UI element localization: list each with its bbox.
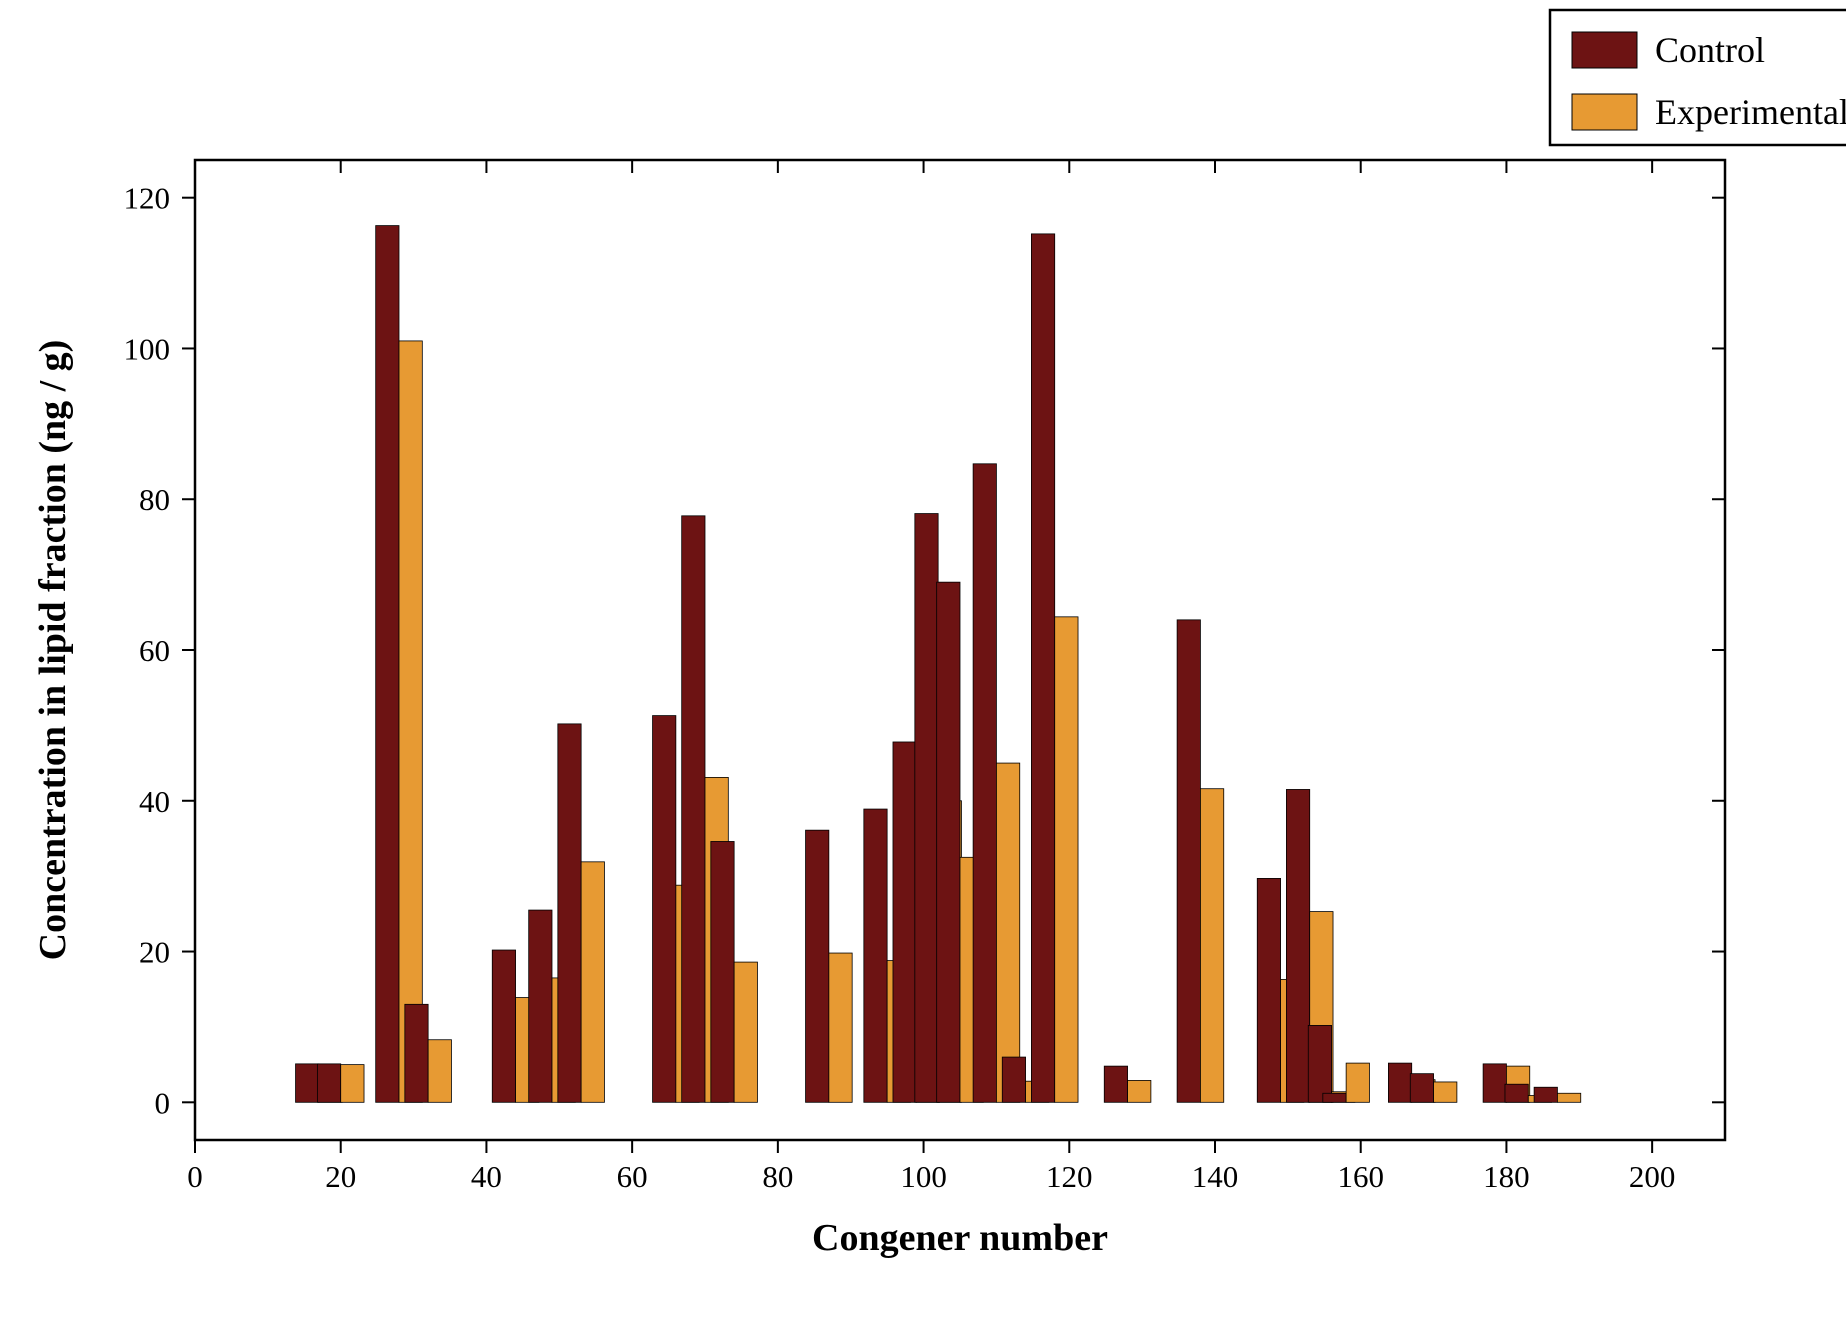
svg-text:20: 20	[325, 1159, 356, 1194]
svg-text:200: 200	[1629, 1159, 1676, 1194]
svg-text:180: 180	[1483, 1159, 1530, 1194]
svg-text:80: 80	[762, 1159, 793, 1194]
svg-text:0: 0	[155, 1085, 171, 1120]
svg-text:Experimental: Experimental	[1655, 92, 1846, 132]
svg-text:40: 40	[139, 784, 170, 819]
chart-svg-wrap: 0 20 40 60 80 100 120 140 160 180 200 0 20 40 60 80 100 1…	[0, 0, 1846, 1331]
svg-text:40: 40	[471, 1159, 502, 1194]
svg-text:20: 20	[139, 935, 170, 970]
svg-text:60: 60	[617, 1159, 648, 1194]
svg-text:100: 100	[900, 1159, 947, 1194]
svg-text:160: 160	[1337, 1159, 1384, 1194]
svg-text:Concentration in lipid fractio: Concentration in lipid fraction (ng / g)	[32, 340, 74, 961]
svg-text:100: 100	[124, 331, 171, 366]
svg-text:0: 0	[187, 1159, 203, 1194]
chart-page: 0 20 40 60 80 100 120 140 160 180 200 0 20 40 60 80 100 1…	[0, 0, 1846, 1326]
chart-svg: 0 20 40 60 80 100 120 140 160 180 200 0 20 40 60 80 100 1…	[0, 0, 1846, 1326]
svg-text:80: 80	[139, 482, 170, 517]
svg-text:140: 140	[1192, 1159, 1239, 1194]
svg-text:60: 60	[139, 633, 170, 668]
svg-text:120: 120	[124, 181, 171, 216]
svg-text:120: 120	[1046, 1159, 1093, 1194]
svg-text:Congener number: Congener number	[812, 1217, 1108, 1259]
svg-text:Control: Control	[1655, 30, 1765, 70]
